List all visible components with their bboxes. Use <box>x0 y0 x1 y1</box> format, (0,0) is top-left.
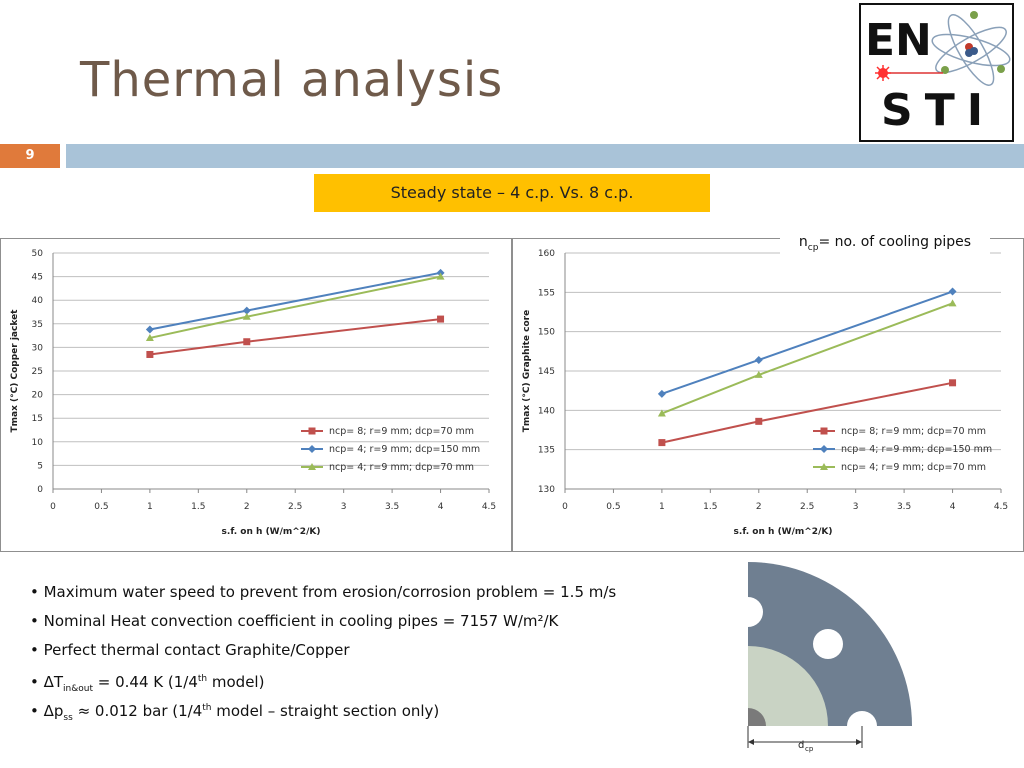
x-tick-label: 3 <box>853 502 859 512</box>
data-point <box>657 409 666 417</box>
data-point <box>820 445 828 453</box>
bullet-list: • Maximum water speed to prevent from er… <box>30 578 730 723</box>
y-tick-label: 150 <box>538 328 555 338</box>
chart-copper-jacket: 0 5 10 15 20 25 30 35 40 45 50 0 0.5 1 1.5 2 2.5 3 3.5 4 4.5… <box>0 238 512 552</box>
quarter-model-icon: d cp <box>733 562 912 753</box>
y-tick-label: 50 <box>32 249 44 259</box>
pipe-cross-section-diagram: d cp <box>733 560 926 760</box>
bullet-water-speed: • Maximum water speed to prevent from er… <box>30 583 617 601</box>
y-axis-label: Tmax (°C) Graphite core <box>522 310 532 432</box>
ensti-logo: EN STI <box>859 3 1014 142</box>
series-line <box>661 290 953 395</box>
data-point <box>308 445 316 453</box>
x-tick-label: 2 <box>756 502 762 512</box>
data-point <box>146 350 154 358</box>
data-point <box>754 355 763 364</box>
data-point <box>949 379 957 387</box>
chart-graphite-core: 130 135 140 145 150 155 160 0 0.5 1 1.5 2 2.5 3 3.5 4 4.… <box>512 238 1024 552</box>
x-tick-label: 4.5 <box>482 502 496 512</box>
x-tick-label: 0 <box>562 502 568 512</box>
y-tick-label: 35 <box>32 320 43 330</box>
data-point <box>755 417 763 425</box>
y-tick-label: 10 <box>32 438 44 448</box>
legend-label: ncp= 4; r=9 mm; dcp=150 mm <box>329 444 480 455</box>
x-tick-label: 3.5 <box>385 502 399 512</box>
x-tick-label: 2.5 <box>800 502 814 512</box>
x-axis-label: s.f. on h (W/m^2/K) <box>734 527 833 537</box>
x-tick-label: 0.5 <box>94 502 108 512</box>
y-tick-label: 25 <box>32 367 43 377</box>
dcp-label-sub: cp <box>805 745 814 753</box>
series-line <box>149 271 441 331</box>
bullet-thermal-contact: • Perfect thermal contact Graphite/Coppe… <box>30 641 350 659</box>
x-tick-label: 2 <box>244 502 250 512</box>
y-tick-label: 20 <box>32 391 44 401</box>
y-tick-label: 15 <box>32 414 43 424</box>
page-title: Thermal analysis <box>80 52 504 108</box>
data-point <box>820 463 828 470</box>
y-tick-label: 145 <box>538 367 555 377</box>
dcp-label: d <box>798 740 804 751</box>
data-point <box>657 389 666 398</box>
x-tick-label: 2.5 <box>288 502 302 512</box>
data-point <box>437 315 445 323</box>
data-point <box>243 338 251 346</box>
y-tick-label: 160 <box>538 249 555 259</box>
x-axis-label: s.f. on h (W/m^2/K) <box>222 527 321 537</box>
y-tick-label: 5 <box>37 461 43 471</box>
legend-label: ncp= 4; r=9 mm; dcp=70 mm <box>329 462 474 473</box>
chart-copper-svg: 0 5 10 15 20 25 30 35 40 45 50 0 0.5 1 1.5 2 2.5 3 3.5 4 4.5… <box>10 249 496 537</box>
data-point <box>145 325 154 334</box>
data-point <box>308 427 316 435</box>
x-tick-label: 4 <box>438 502 444 512</box>
x-tick-label: 4.5 <box>994 502 1008 512</box>
legend-label: ncp= 8; r=9 mm; dcp=70 mm <box>841 426 986 437</box>
data-point <box>820 427 828 435</box>
legend-label: ncp= 8; r=9 mm; dcp=70 mm <box>329 426 474 437</box>
data-point <box>658 439 666 447</box>
data-point <box>948 287 957 296</box>
series-line <box>661 302 953 415</box>
slide-number: 9 <box>0 144 60 168</box>
x-tick-label: 3 <box>341 502 347 512</box>
y-tick-label: 0 <box>37 485 43 495</box>
y-tick-label: 40 <box>32 296 44 306</box>
legend-label: ncp= 4; r=9 mm; dcp=70 mm <box>841 462 986 473</box>
y-tick-label: 30 <box>32 343 44 353</box>
y-tick-label: 140 <box>538 406 555 416</box>
x-tick-label: 0.5 <box>606 502 620 512</box>
x-tick-label: 1 <box>147 502 153 512</box>
chart-graphite-svg: 130 135 140 145 150 155 160 0 0.5 1 1.5 2 2.5 3 3.5 4 4.… <box>522 249 1008 537</box>
bullet-heat-convection: • Nominal Heat convection coefficient in… <box>30 612 559 630</box>
data-point <box>436 272 445 280</box>
series-line <box>149 318 441 356</box>
atom-logo-icon: EN STI <box>865 11 1011 136</box>
subtitle-banner: Steady state – 4 c.p. Vs. 8 c.p. <box>314 174 710 212</box>
x-tick-label: 4 <box>950 502 956 512</box>
logo-text-top: EN <box>865 15 932 66</box>
x-tick-label: 0 <box>50 502 56 512</box>
legend-label: ncp= 4; r=9 mm; dcp=150 mm <box>841 444 992 455</box>
ncp-definition-note: ncp= no. of cooling pipes <box>780 228 990 256</box>
y-tick-label: 45 <box>32 273 43 283</box>
data-point <box>242 306 251 315</box>
y-tick-label: 135 <box>538 446 555 456</box>
data-point <box>948 299 957 307</box>
y-tick-label: 155 <box>538 288 555 298</box>
data-point <box>242 312 251 320</box>
y-axis-label: Tmax (°C) Copper jacket <box>10 309 20 433</box>
data-point <box>308 463 316 470</box>
bullet-delta-t: • ΔTin&out = 0.44 K (1/4th model) <box>30 673 265 694</box>
bullet-delta-p: • Δpss ≈ 0.012 bar (1/4th model – straig… <box>30 702 440 723</box>
x-tick-label: 1.5 <box>191 502 205 512</box>
data-point <box>754 370 763 378</box>
x-tick-label: 3.5 <box>897 502 911 512</box>
x-tick-label: 1.5 <box>703 502 717 512</box>
header-bar <box>66 144 1024 168</box>
logo-text-bottom: STI <box>881 85 995 136</box>
x-tick-label: 1 <box>659 502 665 512</box>
data-point <box>145 333 154 341</box>
y-tick-label: 130 <box>538 485 555 495</box>
series-line <box>149 275 441 339</box>
